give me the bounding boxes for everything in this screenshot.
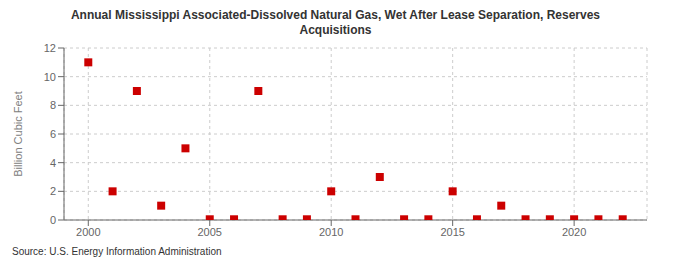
html-text:Source: U.S. Energy Informatio: Source: U.S. Energy Information Administ… bbox=[12, 246, 222, 257]
svg-text:2000: 2000 bbox=[76, 226, 100, 238]
svg-text:2020: 2020 bbox=[562, 226, 586, 238]
svg-text:2015: 2015 bbox=[440, 226, 464, 238]
svg-text:0: 0 bbox=[50, 214, 56, 226]
svg-text:Billion Cubic Feet: Billion Cubic Feet bbox=[12, 91, 24, 177]
svg-text:2010: 2010 bbox=[319, 226, 343, 238]
svg-text:8: 8 bbox=[50, 99, 56, 111]
html-text:Annual Mississippi Associated-: Annual Mississippi Associated-Dissolved … bbox=[71, 8, 600, 22]
svg-text:2005: 2005 bbox=[198, 226, 222, 238]
html-text:Acquisitions: Acquisitions bbox=[299, 23, 372, 37]
svg-text:4: 4 bbox=[50, 157, 56, 169]
svg-text:6: 6 bbox=[50, 128, 56, 140]
svg-text:12: 12 bbox=[44, 42, 56, 54]
svg-text:10: 10 bbox=[44, 71, 56, 83]
svg-text:2: 2 bbox=[50, 185, 56, 197]
